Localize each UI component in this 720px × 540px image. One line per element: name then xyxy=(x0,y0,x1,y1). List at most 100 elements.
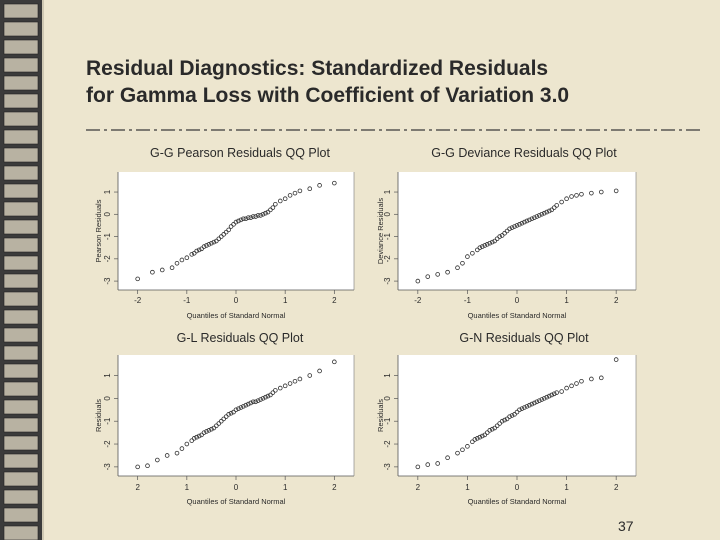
gl-point xyxy=(236,406,241,411)
gn-y-tick-label: -1 xyxy=(383,417,392,425)
gl-y-tick-label: 1 xyxy=(103,373,112,378)
filmstrip-tile xyxy=(3,183,39,199)
gg-deviance-point xyxy=(524,218,530,224)
filmstrip-tile xyxy=(3,291,39,307)
gg-deviance-point xyxy=(465,254,470,259)
gl-point xyxy=(250,399,256,405)
gg-pearson-point xyxy=(241,216,246,222)
gg-deviance-point xyxy=(551,205,557,210)
filmstrip-tile xyxy=(3,435,39,451)
gl-qq-plot: G-L Residuals QQ Plot 2 1 0 1 2 -3 -2 -1 0 1 Quanti… xyxy=(94,331,355,506)
gl-point xyxy=(273,388,278,393)
gg-deviance-point xyxy=(489,239,495,245)
gg-deviance-point xyxy=(507,226,512,232)
gg-pearson-point xyxy=(263,210,268,216)
gl-point xyxy=(253,399,258,405)
gg-pearson-point xyxy=(282,196,288,202)
gn-point xyxy=(475,436,480,441)
gl-point xyxy=(145,463,150,469)
gn-point xyxy=(569,383,574,389)
gl-y-axis-label: Residuals xyxy=(94,399,103,432)
gg-pearson-x-tick-label: 0 xyxy=(234,296,239,305)
slide-title-line1: Residual Diagnostics: Standardized Resid… xyxy=(86,57,549,80)
filmstrip-tile xyxy=(3,39,39,55)
gn-point xyxy=(507,414,512,419)
gn-point xyxy=(497,421,502,426)
gn-x-tick-label: 2 xyxy=(614,483,619,492)
gl-point xyxy=(268,392,273,398)
gn-point xyxy=(470,439,475,445)
gn-point xyxy=(479,433,485,439)
gg-pearson-point xyxy=(135,276,140,282)
gg-deviance-point xyxy=(435,272,440,277)
gl-point xyxy=(228,410,234,416)
filmstrip-tile xyxy=(3,93,39,109)
gl-x-tick-label: 2 xyxy=(135,483,140,492)
gg-pearson-x-tick-label: -2 xyxy=(134,296,142,305)
gn-y-axis-label: Residuals xyxy=(376,399,385,432)
gg-deviance-point xyxy=(445,269,450,275)
slide-title-line2: for Gamma Loss with Coefficient of Varia… xyxy=(86,84,570,107)
gn-point xyxy=(613,357,619,362)
filmstrip-tile xyxy=(3,327,39,343)
gn-point xyxy=(514,409,520,415)
gg-deviance-x-tick-label: 2 xyxy=(614,296,619,305)
gn-point xyxy=(435,461,440,466)
gg-deviance-point xyxy=(569,194,574,199)
gl-point xyxy=(243,402,249,408)
gg-deviance-point xyxy=(522,219,527,225)
gn-point xyxy=(484,430,490,435)
gl-point xyxy=(255,398,261,403)
gn-point xyxy=(487,428,493,433)
gg-deviance-y-tick-label: 0 xyxy=(383,212,392,217)
gl-point xyxy=(287,381,293,386)
gg-pearson-point xyxy=(253,214,258,219)
gl-point xyxy=(218,418,224,424)
gg-deviance-point xyxy=(532,215,537,220)
filmstrip-border xyxy=(0,0,44,540)
gg-pearson-point xyxy=(277,198,283,204)
gg-deviance-point xyxy=(541,210,547,216)
gl-x-tick-label: 2 xyxy=(332,483,337,492)
gl-y-tick-label: -1 xyxy=(103,417,112,425)
gg-deviance-title: G-G Deviance Residuals QQ Plot xyxy=(431,146,617,160)
gl-point xyxy=(209,426,214,432)
gg-deviance-x-tick-label: -2 xyxy=(414,296,422,305)
filmstrip-tile xyxy=(3,309,39,325)
filmstrip-tile xyxy=(3,525,39,540)
gn-point xyxy=(524,404,530,409)
gl-point xyxy=(282,383,288,389)
filmstrip-tile xyxy=(3,273,39,289)
filmstrip-tile xyxy=(3,381,39,397)
gg-pearson-point xyxy=(270,205,276,210)
gg-deviance-point xyxy=(504,228,510,234)
gn-point xyxy=(445,455,450,461)
filmstrip-tile xyxy=(3,417,39,433)
gg-deviance-point xyxy=(546,208,552,214)
filmstrip-tile xyxy=(3,471,39,487)
gg-pearson-point xyxy=(179,257,185,263)
gn-point xyxy=(546,393,552,399)
gg-pearson-y-tick-label: 0 xyxy=(103,212,112,217)
gg-pearson-point xyxy=(206,242,212,247)
gg-deviance-point xyxy=(549,207,555,213)
gn-point xyxy=(579,378,584,384)
gg-deviance-point xyxy=(534,214,540,219)
gl-point xyxy=(184,441,190,447)
gn-point xyxy=(460,447,465,453)
gl-point xyxy=(277,385,283,391)
gn-plot-area xyxy=(398,355,636,476)
gg-pearson-point xyxy=(248,215,254,220)
gg-deviance-point xyxy=(482,243,488,248)
gg-pearson-x-tick-label: -1 xyxy=(183,296,191,305)
filmstrip-edge xyxy=(42,0,44,540)
gn-point xyxy=(527,402,532,408)
filmstrip-tile xyxy=(3,219,39,235)
gn-point xyxy=(502,417,507,423)
gg-deviance-point xyxy=(512,224,517,229)
filmstrip-tile xyxy=(3,255,39,271)
filmstrip-tile xyxy=(3,345,39,361)
gg-pearson-point xyxy=(307,186,313,191)
gl-point xyxy=(292,378,298,384)
